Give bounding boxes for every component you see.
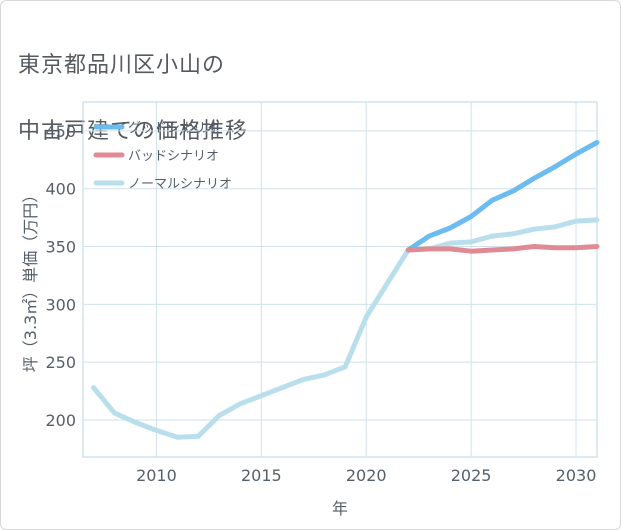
y-tick-label: 400	[45, 180, 76, 199]
x-tick-label: 2010	[136, 466, 177, 485]
normal-scenario-line	[91, 217, 600, 440]
x-tick-label: 2020	[346, 466, 387, 485]
legend-item-bad: バッドシナリオ	[93, 149, 219, 164]
y-axis-title: 坪（3.3㎡）単価（万円）	[21, 187, 40, 372]
y-tick-label: 250	[45, 353, 76, 372]
y-tick-label: 450	[45, 122, 76, 141]
x-tick-label: 2025	[451, 466, 492, 485]
chart-title: 東京都品川区小山の 中古戸建ての価格推移	[18, 16, 458, 181]
legend-item-good: グッドシナリオ	[93, 121, 219, 136]
legend-label: グッドシナリオ	[128, 121, 219, 136]
plot-area-border	[82, 101, 598, 458]
y-tick-label: 200	[45, 411, 76, 430]
legend-label: ノーマルシナリオ	[128, 177, 232, 192]
bad-scenario-line	[405, 244, 600, 254]
tick-labels: 200 250 300 350 400 450 2010 2015 2020 2025 2030	[45, 122, 596, 485]
good-scenario-line	[405, 140, 600, 253]
legend-label: バッドシナリオ	[128, 149, 219, 164]
x-axis-title: 年	[332, 499, 348, 518]
grid-layer	[82, 101, 598, 458]
chart-title-line-1: 東京都品川区小山の	[18, 53, 226, 78]
y-tick-label: 350	[45, 238, 76, 257]
series-layer	[91, 140, 600, 440]
y-tick-label: 300	[45, 295, 76, 314]
legend-item-normal: ノーマルシナリオ	[93, 177, 232, 192]
x-tick-label: 2030	[556, 466, 597, 485]
x-tick-label: 2015	[241, 466, 282, 485]
chart-title-line-2: 中古戸建ての価格推移	[18, 119, 249, 144]
